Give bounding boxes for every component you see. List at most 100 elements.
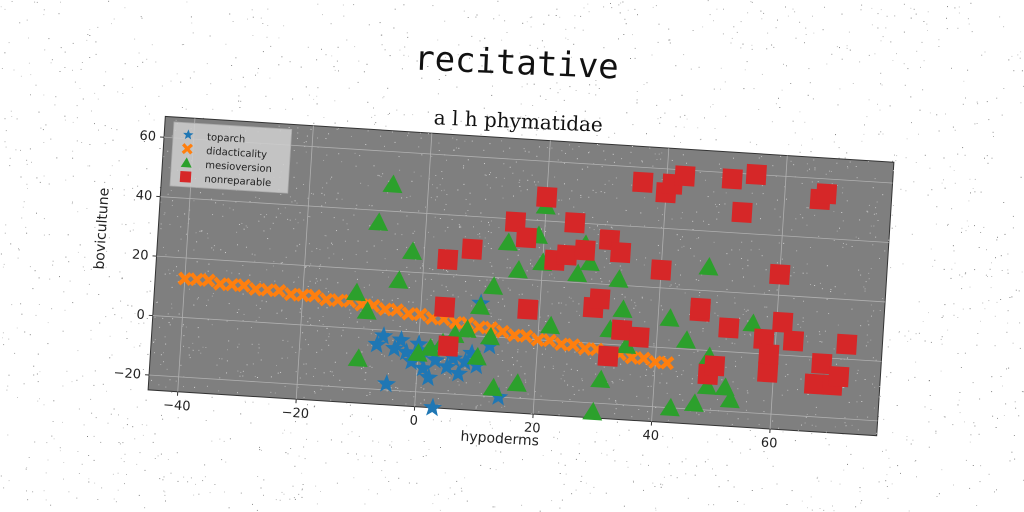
- plot-noise-dot: [471, 140, 473, 142]
- plot-noise-dot: [550, 356, 552, 359]
- point-mesioversion: [582, 401, 603, 421]
- plot-noise-dot: [172, 200, 174, 202]
- noise-dot: [133, 346, 135, 348]
- plot-noise-dot: [551, 273, 553, 275]
- plot-noise-dot: [167, 193, 169, 195]
- point-mesioversion: [368, 212, 389, 231]
- noise-dot: [709, 14, 711, 16]
- plot-noise-dot: [601, 166, 603, 168]
- plot-noise-dot: [587, 166, 589, 168]
- plot-noise-dot: [469, 203, 471, 205]
- plot-noise-dot: [169, 324, 171, 326]
- plot-noise-dot: [509, 289, 511, 291]
- plot-noise-dot: [868, 278, 870, 280]
- plot-noise-dot: [533, 181, 535, 183]
- noise-dot: [664, 112, 666, 114]
- plot-noise-dot: [237, 370, 239, 372]
- plot-noise-dot: [588, 151, 590, 153]
- point-didacticality: [401, 306, 416, 321]
- plot-noise-dot: [612, 382, 614, 384]
- plot-noise-dot: [679, 238, 682, 241]
- noise-dot: [979, 481, 981, 483]
- noise-dot: [214, 484, 216, 485]
- plot-noise-dot: [296, 187, 298, 189]
- noise-dot: [301, 488, 303, 490]
- plot-noise-dot: [523, 148, 525, 150]
- noise-dot: [646, 133, 647, 135]
- noise-dot: [559, 431, 560, 433]
- noise-dot: [727, 480, 729, 482]
- plot-noise-dot: [536, 155, 538, 157]
- noise-dot: [385, 125, 387, 127]
- noise-dot: [247, 18, 248, 20]
- plot-noise-dot: [431, 184, 433, 186]
- plot-noise-dot: [892, 170, 894, 172]
- noise-dot: [771, 44, 773, 46]
- plot-noise-dot: [546, 147, 548, 149]
- noise-dot: [5, 146, 7, 148]
- plot-noise-dot: [765, 269, 767, 271]
- noise-dot: [374, 114, 376, 116]
- noise-dot: [751, 44, 753, 46]
- noise-dot: [961, 231, 962, 233]
- plot-noise-dot: [500, 319, 502, 321]
- noise-dot: [32, 288, 34, 290]
- point-mesioversion: [356, 301, 377, 320]
- plot-noise-dot: [563, 162, 566, 164]
- plot-noise-dot: [426, 298, 428, 300]
- noise-dot: [364, 503, 366, 505]
- noise-dot: [898, 332, 900, 334]
- plot-noise-dot: [747, 259, 749, 261]
- plot-noise-dot: [870, 315, 873, 317]
- noise-dot: [238, 95, 240, 97]
- noise-dot: [846, 45, 848, 47]
- plot-noise-dot: [593, 229, 595, 231]
- plot-noise-dot: [606, 258, 608, 260]
- plot-noise-dot: [802, 272, 804, 274]
- noise-dot: [522, 22, 524, 24]
- noise-dot: [407, 36, 409, 38]
- noise-dot: [37, 353, 39, 355]
- plot-noise-dot: [267, 238, 269, 240]
- plot-noise-dot: [690, 364, 692, 366]
- noise-dot: [86, 293, 88, 295]
- y-grid-line: [156, 255, 886, 303]
- noise-dot: [316, 95, 318, 97]
- noise-dot: [97, 26, 99, 28]
- noise-dot: [556, 82, 558, 84]
- noise-dot: [393, 27, 395, 29]
- noise-dot: [558, 462, 560, 464]
- plot-noise-dot: [272, 222, 274, 224]
- plot-noise-dot: [323, 194, 325, 196]
- noise-dot: [611, 7, 613, 9]
- plot-noise-dot: [831, 183, 833, 185]
- noise-dot: [463, 10, 465, 12]
- noise-dot: [484, 37, 486, 39]
- plot-noise-dot: [165, 386, 167, 388]
- plot-noise-dot: [160, 363, 162, 366]
- noise-dot: [93, 384, 95, 386]
- noise-dot: [767, 457, 768, 459]
- noise-dot: [1003, 202, 1005, 203]
- plot-noise-dot: [524, 373, 526, 375]
- noise-dot: [100, 441, 102, 443]
- plot-noise-dot: [658, 219, 660, 222]
- plot-noise-dot: [781, 258, 783, 260]
- plot-noise-dot: [484, 245, 486, 247]
- plot-noise-dot: [779, 216, 781, 218]
- noise-dot: [77, 251, 79, 253]
- plot-noise-dot: [297, 386, 299, 388]
- noise-dot: [317, 3, 319, 5]
- noise-dot: [181, 107, 183, 108]
- noise-dot: [126, 331, 128, 333]
- noise-dot: [915, 13, 917, 15]
- noise-dot: [746, 61, 748, 63]
- noise-dot: [588, 11, 590, 13]
- noise-dot: [632, 124, 634, 126]
- noise-dot: [351, 414, 353, 416]
- noise-dot: [292, 98, 294, 100]
- plot-noise-dot: [357, 240, 359, 242]
- noise-dot: [964, 421, 965, 423]
- noise-dot: [533, 83, 535, 85]
- plot-noise-dot: [447, 226, 449, 228]
